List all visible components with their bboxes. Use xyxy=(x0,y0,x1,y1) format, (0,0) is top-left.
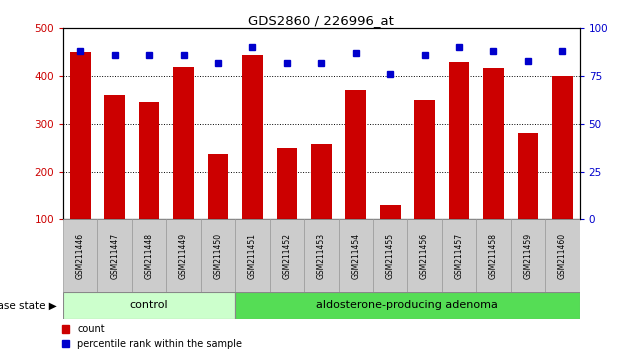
Text: GSM211458: GSM211458 xyxy=(489,233,498,279)
Text: GSM211451: GSM211451 xyxy=(248,233,257,279)
Bar xyxy=(408,219,442,292)
Bar xyxy=(63,219,98,292)
Bar xyxy=(235,219,270,292)
Bar xyxy=(442,219,476,292)
Bar xyxy=(483,68,504,267)
Bar xyxy=(373,219,408,292)
Text: control: control xyxy=(130,300,168,310)
Bar xyxy=(201,219,235,292)
Text: GSM211456: GSM211456 xyxy=(420,233,429,279)
Text: GSM211450: GSM211450 xyxy=(214,233,222,279)
Text: GSM211459: GSM211459 xyxy=(524,233,532,279)
Bar xyxy=(338,219,373,292)
Bar xyxy=(449,62,469,267)
Bar xyxy=(173,67,194,267)
Bar xyxy=(311,144,331,267)
Bar xyxy=(139,102,159,267)
Text: GSM211454: GSM211454 xyxy=(352,233,360,279)
Bar xyxy=(132,219,166,292)
Bar xyxy=(208,154,228,267)
Bar xyxy=(304,219,338,292)
Bar xyxy=(235,292,580,319)
Text: GSM211452: GSM211452 xyxy=(282,233,291,279)
Bar xyxy=(70,52,91,267)
Bar xyxy=(552,76,573,267)
Text: GSM211449: GSM211449 xyxy=(179,233,188,279)
Text: GSM211447: GSM211447 xyxy=(110,233,119,279)
Bar xyxy=(242,55,263,267)
Text: GSM211457: GSM211457 xyxy=(455,233,464,279)
Bar xyxy=(380,205,401,267)
Bar xyxy=(518,133,538,267)
Text: GSM211448: GSM211448 xyxy=(145,233,154,279)
Bar xyxy=(345,91,366,267)
Title: GDS2860 / 226996_at: GDS2860 / 226996_at xyxy=(248,14,394,27)
Text: GSM211446: GSM211446 xyxy=(76,233,84,279)
Bar xyxy=(270,219,304,292)
Text: aldosterone-producing adenoma: aldosterone-producing adenoma xyxy=(316,300,498,310)
Text: disease state ▶: disease state ▶ xyxy=(0,300,57,310)
Bar xyxy=(476,219,511,292)
Text: GSM211453: GSM211453 xyxy=(317,233,326,279)
Bar xyxy=(166,219,201,292)
Legend: count, percentile rank within the sample: count, percentile rank within the sample xyxy=(62,324,242,349)
Text: GSM211460: GSM211460 xyxy=(558,233,567,279)
Bar xyxy=(545,219,580,292)
Bar xyxy=(98,219,132,292)
Bar xyxy=(63,292,235,319)
Text: GSM211455: GSM211455 xyxy=(386,233,394,279)
Bar xyxy=(277,148,297,267)
Bar xyxy=(511,219,545,292)
Bar xyxy=(105,95,125,267)
Bar xyxy=(415,100,435,267)
